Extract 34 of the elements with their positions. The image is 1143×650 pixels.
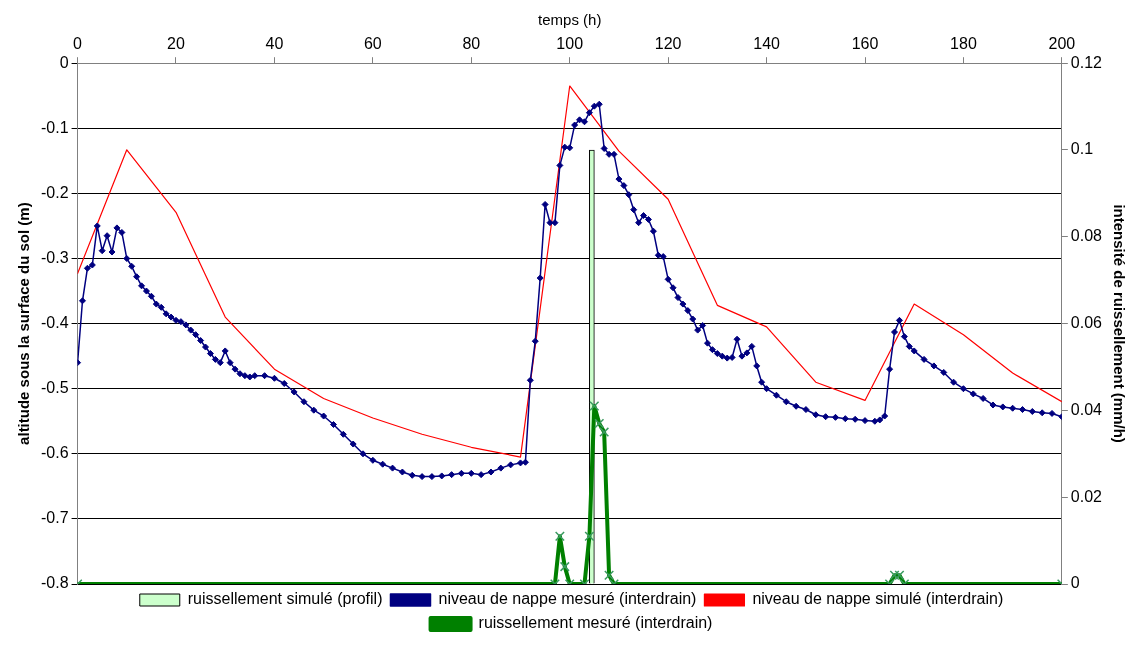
y2-tick-label: 0 [1070,574,1080,592]
y-tick-label: -0.2 [40,183,69,201]
x-tick-label: 40 [265,35,284,53]
x-axis-title: temps (h) [538,11,602,29]
x-tick-label: 160 [851,35,879,53]
y2-tick-label: 0.02 [1070,487,1103,505]
legend-label: niveau de nappe mesuré (interdrain) [438,590,697,608]
x-tick-label: 120 [654,35,682,53]
y-tick-label: -0.7 [40,509,69,527]
legend-label: ruissellement mesuré (interdrain) [478,614,713,632]
y2-tick-label: 0.12 [1070,53,1103,71]
y-axis-title: altitude sous la surface du sol (m) [15,202,33,445]
y2-tick-label: 0.04 [1070,400,1103,418]
x-tick-label: 140 [753,35,781,53]
y-tick-label: -0.5 [40,379,69,397]
y-tick-label: -0.3 [40,248,69,266]
y-tick-label: -0.8 [40,574,69,592]
y-tick-label: -0.1 [40,118,69,136]
y2-axis-title: intensité de ruissellement (mm/h) [1110,204,1128,443]
x-tick-label: 0 [73,35,83,53]
x-tick-label: 20 [167,35,185,53]
x-tick-label: 200 [1048,35,1076,53]
y2-tick-label: 0.1 [1070,140,1094,158]
x-tick-label: 100 [556,35,584,53]
y-tick-label: -0.6 [40,444,69,462]
y-tick-label: -0.4 [40,314,69,332]
x-tick-label: 80 [462,35,481,53]
legend-label: niveau de nappe simulé (interdrain) [752,590,1004,608]
x-tick-label: 180 [950,35,977,53]
y2-tick-label: 0.06 [1070,314,1103,332]
legend-label: ruissellement simulé (profil) [187,590,383,608]
y2-tick-label: 0.08 [1070,227,1103,245]
x-tick-label: 60 [363,35,382,53]
y-tick-label: 0 [59,53,69,71]
